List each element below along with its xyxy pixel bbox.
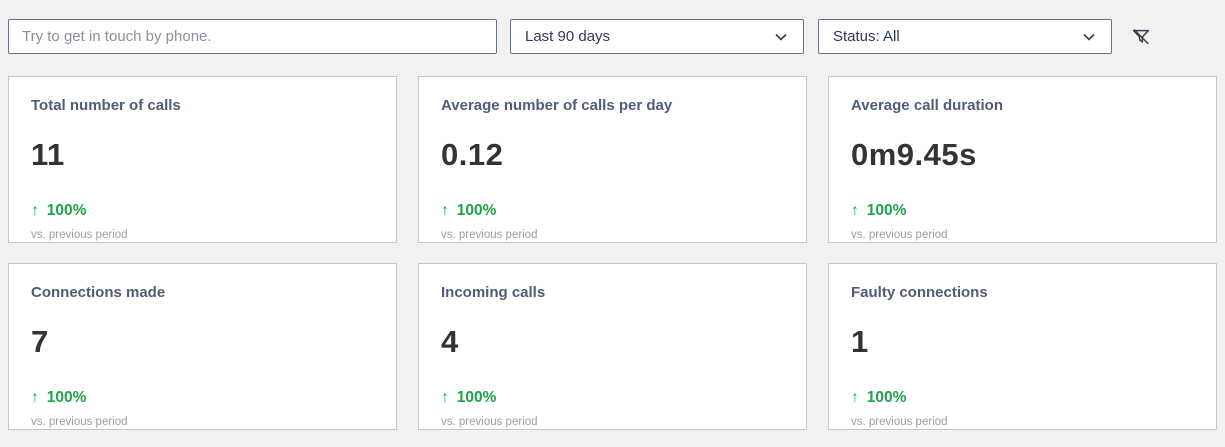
stat-card-connections-made: Connections made 7 ↑ 100% vs. previous p… [8,263,397,430]
trend-indicator: ↑ 100% [851,389,1194,407]
date-range-select[interactable]: Last 90 days [510,19,804,54]
card-title: Average call duration [851,97,1003,114]
trend-change: 100% [46,201,87,219]
trend-change: 100% [866,201,907,219]
trend-up-icon: ↑ [441,388,449,406]
comparison-label: vs. previous period [31,228,128,241]
stat-card-incoming-calls: Incoming calls 4 ↑ 100% vs. previous per… [418,263,807,430]
comparison-label: vs. previous period [851,415,948,428]
card-value: 0m9.45s [851,136,977,172]
trend-up-icon: ↑ [851,201,859,219]
trend-up-icon: ↑ [31,388,39,406]
status-select[interactable]: Status: All [818,19,1112,54]
comparison-label: vs. previous period [441,228,538,241]
date-range-value: Last 90 days [525,28,611,45]
card-title: Connections made [31,284,166,301]
trend-indicator: ↑ 100% [851,202,1194,220]
chevron-down-icon [1083,33,1095,41]
trend-up-icon: ↑ [441,201,449,219]
card-value: 0.12 [441,136,504,172]
trend-change: 100% [46,388,87,406]
comparison-label: vs. previous period [441,415,538,428]
trend-indicator: ↑ 100% [31,389,374,407]
stat-card-total-calls: Total number of calls 11 ↑ 100% vs. prev… [8,76,397,243]
search-input[interactable] [8,19,497,54]
filters-toolbar: Last 90 days Status: All [0,0,1225,54]
status-value: Status: All [833,28,900,45]
clear-filters-button[interactable] [1128,24,1154,50]
card-value: 4 [441,323,459,359]
trend-change: 100% [456,201,497,219]
stats-grid: Total number of calls 11 ↑ 100% vs. prev… [0,54,1225,430]
stat-card-faulty-connections: Faulty connections 1 ↑ 100% vs. previous… [828,263,1217,430]
trend-change: 100% [456,388,497,406]
trend-up-icon: ↑ [851,388,859,406]
trend-up-icon: ↑ [31,201,39,219]
stat-card-avg-call-duration: Average call duration 0m9.45s ↑ 100% vs.… [828,76,1217,243]
card-title: Total number of calls [31,97,181,114]
card-title: Incoming calls [441,284,546,301]
card-value: 1 [851,323,869,359]
stat-card-avg-calls-per-day: Average number of calls per day 0.12 ↑ 1… [418,76,807,243]
comparison-label: vs. previous period [31,415,128,428]
comparison-label: vs. previous period [851,228,948,241]
card-value: 11 [31,136,65,172]
trend-indicator: ↑ 100% [31,202,374,220]
card-value: 7 [31,323,49,359]
card-title: Average number of calls per day [441,97,673,114]
chevron-down-icon [775,33,787,41]
trend-indicator: ↑ 100% [441,202,784,220]
filter-off-icon [1132,28,1150,44]
trend-change: 100% [866,388,907,406]
card-title: Faulty connections [851,284,988,301]
trend-indicator: ↑ 100% [441,389,784,407]
